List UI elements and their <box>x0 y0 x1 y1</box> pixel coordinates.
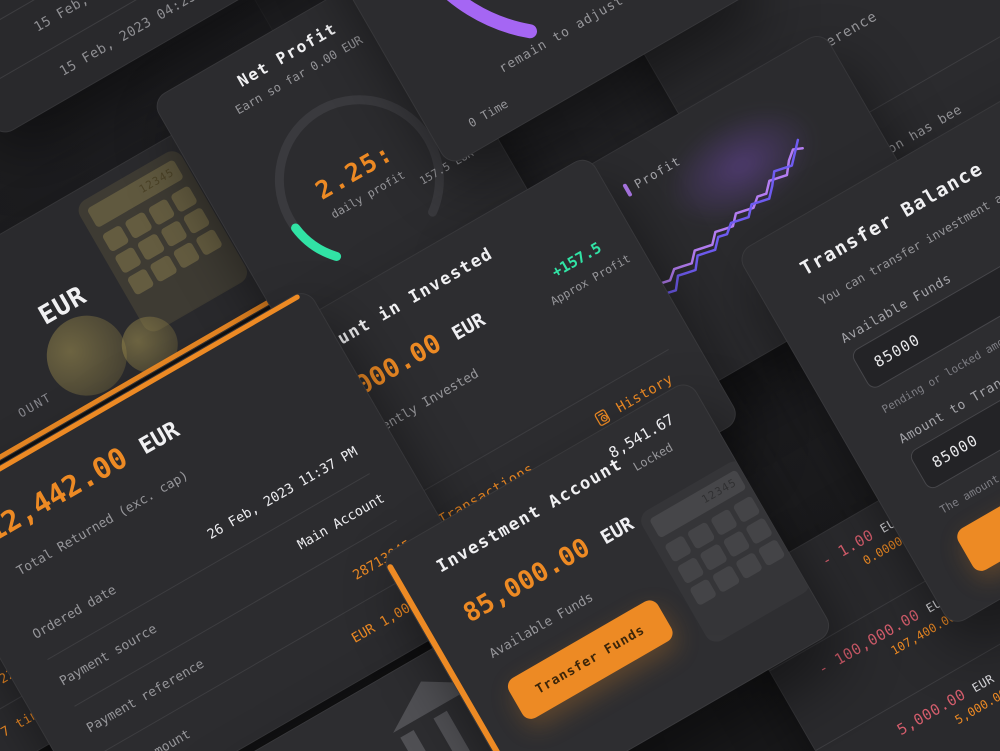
account-amount: 85,000.00 EUR <box>458 508 638 629</box>
transfer-funds-button[interactable]: Transfer Funds <box>504 596 677 723</box>
invested-currency: EUR <box>448 308 489 345</box>
history-icon <box>594 409 611 426</box>
peek-caption-fragment: OUNT <box>15 389 55 421</box>
profit-legend-marker-icon <box>622 182 633 197</box>
account-currency: EUR <box>596 512 638 550</box>
adjustments-gauge <box>384 0 735 41</box>
net-profit-gauge <box>274 95 444 265</box>
history-link[interactable]: History <box>591 370 676 429</box>
adjustments-card: 7 remain to adjust 7 Times 0 Time <box>270 0 754 168</box>
returned-currency: EUR <box>134 416 184 461</box>
net-profit-card: Net Profit Earn so far 0.00 EUR 2.25: da… <box>150 0 552 371</box>
